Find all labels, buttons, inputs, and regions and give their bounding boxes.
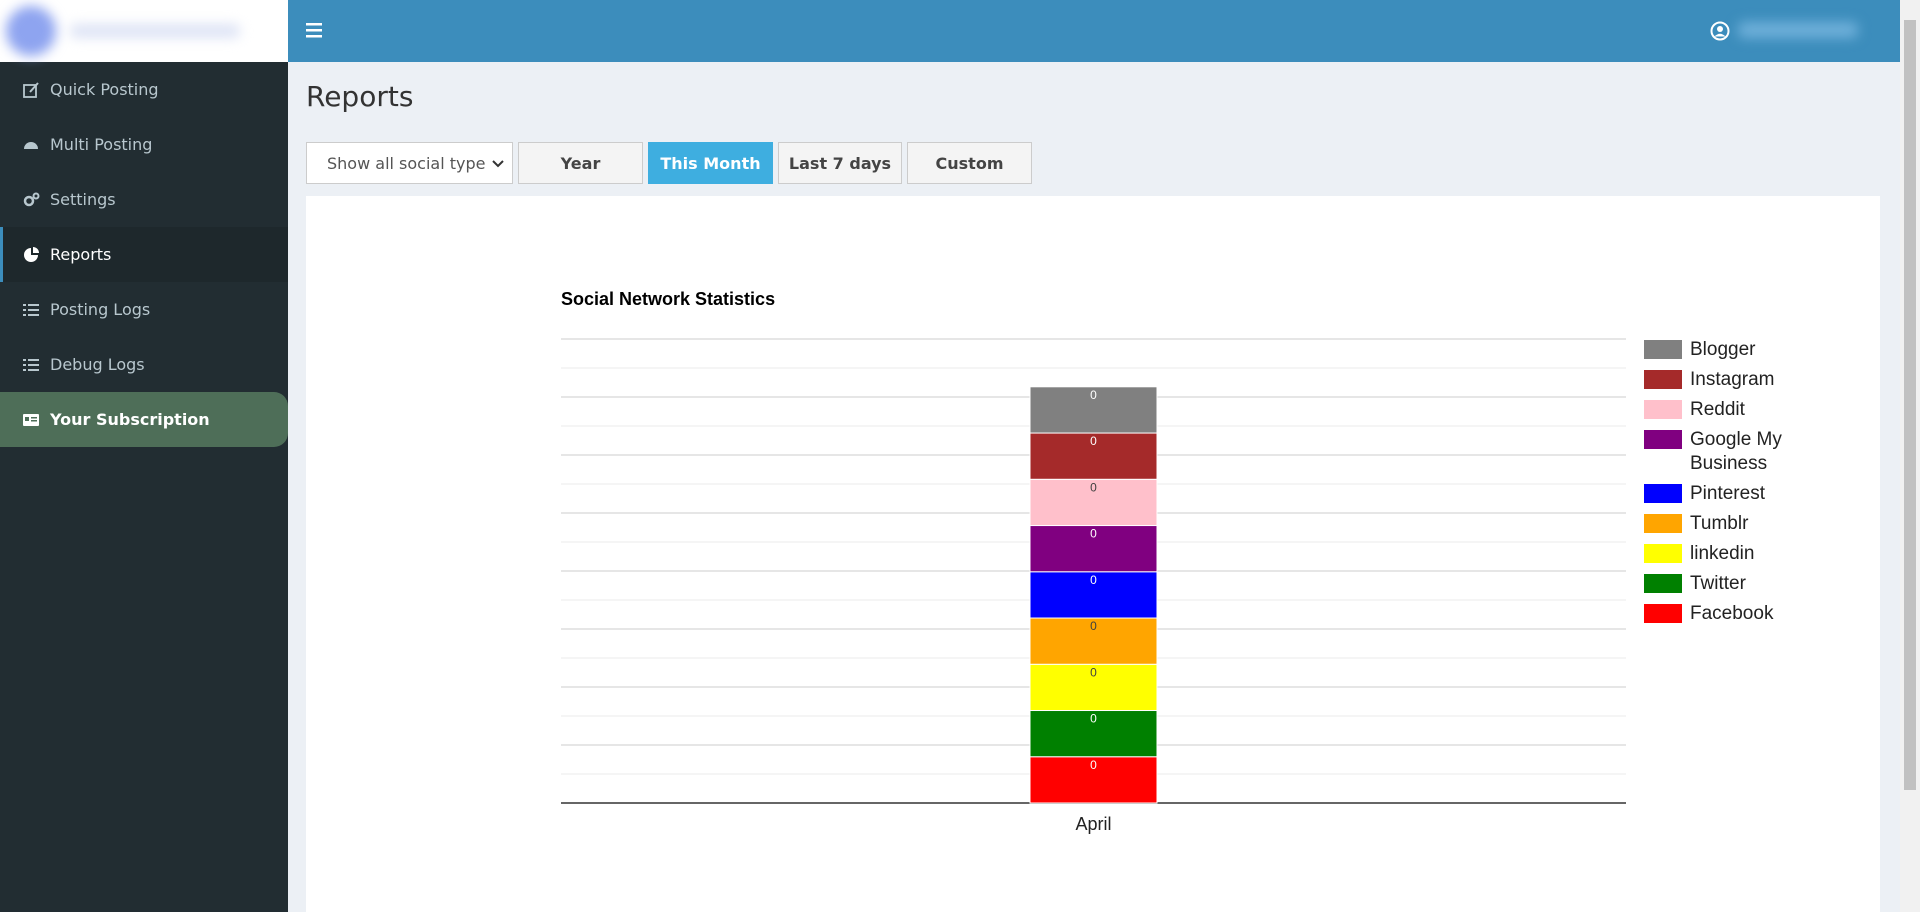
- legend-item[interactable]: Instagram: [1644, 368, 1844, 392]
- data-label: 0: [1090, 712, 1097, 726]
- legend-swatch: [1644, 544, 1682, 563]
- legend: Blogger Instagram Reddit Google My Business…: [1644, 338, 1844, 632]
- legend-label: Instagram: [1690, 369, 1775, 390]
- last-7-days-button[interactable]: Last 7 days: [778, 142, 902, 184]
- nav-item[interactable]: Settings: [0, 172, 288, 227]
- year-button[interactable]: Year: [518, 142, 643, 184]
- nav-item[interactable]: Quick Posting: [0, 62, 288, 117]
- nav-label: Settings: [50, 190, 116, 209]
- nav-icon: [23, 81, 39, 98]
- data-label: 0: [1090, 758, 1097, 772]
- bar-segment: [1029, 478, 1158, 527]
- nav-item[interactable]: Your Subscription: [0, 392, 288, 447]
- data-label: 0: [1090, 665, 1097, 679]
- nav-icon: [23, 358, 39, 371]
- nav-label: Quick Posting: [50, 80, 159, 99]
- bar-segment: [1029, 525, 1158, 573]
- legend-item[interactable]: linkedin: [1644, 542, 1844, 566]
- nav-item[interactable]: Debug Logs: [0, 337, 288, 392]
- data-label: 0: [1090, 573, 1097, 587]
- legend-swatch: [1644, 514, 1682, 533]
- scroll-thumb[interactable]: [1904, 20, 1916, 790]
- menu-toggle[interactable]: [306, 22, 322, 38]
- bar-segment: [1029, 617, 1158, 665]
- data-label: 0: [1090, 388, 1097, 402]
- data-label: 0: [1090, 480, 1097, 494]
- nav-icon: [24, 246, 39, 262]
- legend-label: Tumblr: [1690, 513, 1749, 534]
- legend-swatch: [1644, 604, 1682, 623]
- select-text: Show all social type: [327, 153, 486, 173]
- legend-swatch: [1644, 370, 1682, 389]
- legend-item[interactable]: Google My Business: [1644, 428, 1844, 476]
- scrollbar[interactable]: [1900, 0, 1920, 912]
- legend-item[interactable]: Reddit: [1644, 398, 1844, 422]
- bar-segment: [1029, 386, 1158, 434]
- social-type-select[interactable]: Show all social type: [306, 142, 513, 184]
- logo[interactable]: [0, 0, 288, 62]
- chart-title: Social Network Statistics: [561, 289, 775, 309]
- legend-swatch: [1644, 340, 1682, 359]
- bar-segment: [1029, 710, 1158, 758]
- legend-item[interactable]: Blogger: [1644, 338, 1844, 362]
- bar-segment: [1029, 663, 1158, 712]
- x-tick-label: April: [1075, 814, 1111, 834]
- nav-item[interactable]: Posting Logs: [0, 282, 288, 337]
- nav-item[interactable]: Reports: [0, 227, 288, 282]
- data-label: 0: [1090, 434, 1097, 448]
- legend-label: Reddit: [1690, 399, 1745, 420]
- bar-segment: [1029, 756, 1158, 804]
- custom-button[interactable]: Custom: [907, 142, 1032, 184]
- bar-segment: [1029, 571, 1158, 619]
- this-month-button[interactable]: This Month: [648, 142, 773, 184]
- select-arrow: [492, 160, 504, 168]
- top-bar: [288, 0, 1900, 62]
- legend-label: Twitter: [1690, 573, 1746, 594]
- legend-item[interactable]: Pinterest: [1644, 482, 1844, 506]
- legend-label: Google My Business: [1690, 429, 1782, 474]
- nav-icon: [24, 141, 38, 149]
- legend-label: linkedin: [1690, 543, 1755, 564]
- legend-label: Pinterest: [1690, 483, 1765, 504]
- legend-item[interactable]: Twitter: [1644, 572, 1844, 596]
- nav-label: Posting Logs: [50, 300, 151, 319]
- legend-label: Blogger: [1690, 339, 1756, 360]
- nav-icon: [23, 303, 39, 316]
- nav-item[interactable]: Multi Posting: [0, 117, 288, 172]
- nav-label: Multi Posting: [50, 135, 153, 154]
- data-label: 0: [1090, 619, 1097, 633]
- legend-item[interactable]: Facebook: [1644, 602, 1844, 626]
- nav-label: Reports: [50, 245, 112, 264]
- nav-icon: [23, 413, 39, 426]
- data-label: 0: [1090, 527, 1097, 541]
- nav-label: Your Subscription: [50, 410, 210, 429]
- legend-swatch: [1644, 574, 1682, 593]
- nav-label: Debug Logs: [50, 355, 145, 374]
- legend-swatch: [1644, 400, 1682, 419]
- legend-swatch: [1644, 430, 1682, 449]
- sidebar: Quick Posting Multi Posting Settings Report…: [0, 0, 288, 912]
- legend-item[interactable]: Tumblr: [1644, 512, 1844, 536]
- user-icon[interactable]: [1710, 21, 1730, 41]
- bar-segment: [1029, 432, 1158, 480]
- page-title: Reports: [306, 80, 414, 113]
- nav-icon: [23, 192, 40, 206]
- legend-swatch: [1644, 484, 1682, 503]
- legend-label: Facebook: [1690, 603, 1774, 624]
